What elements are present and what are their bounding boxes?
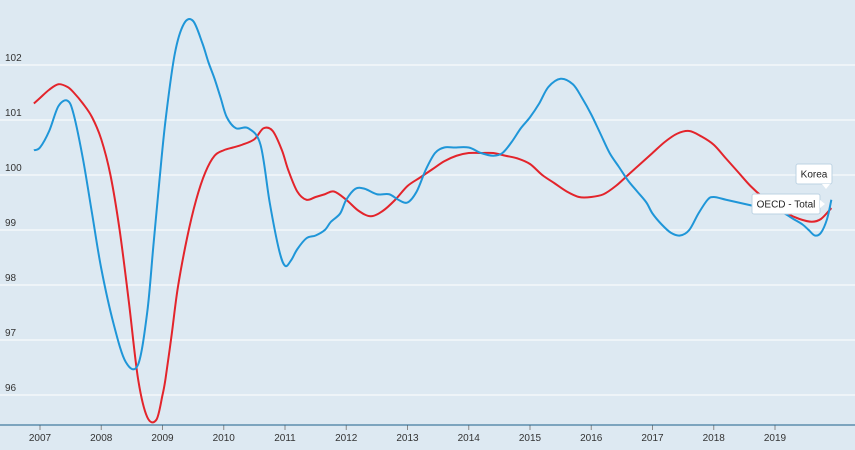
y-tick-label: 96 <box>5 383 17 394</box>
y-tick-label: 102 <box>5 53 22 64</box>
gridlines <box>0 64 855 396</box>
x-tick-label: 2008 <box>90 433 113 444</box>
y-tick-label: 98 <box>5 273 17 284</box>
label-text: OECD - Total <box>757 200 816 211</box>
series-line-oecd-total[interactable] <box>33 83 833 424</box>
x-tick-label: 2012 <box>335 433 358 444</box>
label-text: Korea <box>801 170 828 181</box>
x-tick-label: 2014 <box>458 433 481 444</box>
series-label-korea: Korea <box>795 163 833 189</box>
x-axis-ticks: 2007 2008 2009 2010 2011 2012 2013 2014 2015 2016… <box>29 425 787 444</box>
x-tick-label: 2007 <box>29 433 52 444</box>
y-tick-label: 99 <box>5 218 17 229</box>
x-tick-label: 2016 <box>580 433 603 444</box>
x-tick-label: 2019 <box>764 433 787 444</box>
x-tick-label: 2009 <box>151 433 174 444</box>
y-axis-ticks: 96 97 98 99 100 101 102 <box>5 53 22 394</box>
x-tick-label: 2011 <box>274 433 296 444</box>
label-pointer <box>820 200 825 208</box>
x-tick-label: 2013 <box>396 433 419 444</box>
y-tick-label: 97 <box>5 328 17 339</box>
label-box <box>795 163 833 185</box>
series-line-korea[interactable] <box>33 18 833 371</box>
label-pointer <box>822 184 830 189</box>
series-labels: Korea OECD - Total <box>751 163 833 215</box>
y-tick-label: 101 <box>5 108 22 119</box>
y-tick-label: 100 <box>5 163 22 174</box>
x-tick-label: 2015 <box>519 433 542 444</box>
x-tick-label: 2017 <box>641 433 664 444</box>
x-tick-label: 2010 <box>213 433 236 444</box>
series-label-oecd-total: OECD - Total <box>751 193 825 215</box>
x-tick-label: 2018 <box>703 433 726 444</box>
series-lines <box>33 18 833 424</box>
